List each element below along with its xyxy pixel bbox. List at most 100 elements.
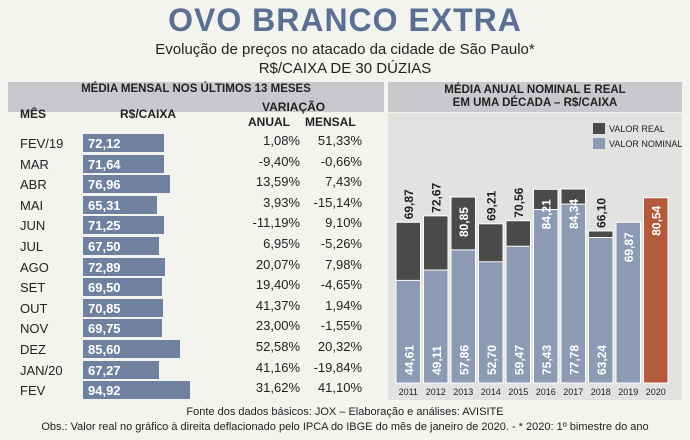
month-label: AGO bbox=[20, 259, 49, 275]
price-bar bbox=[83, 278, 162, 297]
variation-anual: -9,40% bbox=[258, 153, 300, 169]
real-value-label: 80,85 bbox=[457, 207, 471, 237]
footer-note: Obs.: Valor real no gráfico à direita de… bbox=[41, 421, 649, 433]
variation-anual: 31,62% bbox=[255, 380, 300, 396]
year-tick-label: 2016 bbox=[536, 387, 556, 397]
nominal-value-label: 69,87 bbox=[622, 232, 636, 262]
price-label: 94,92 bbox=[88, 383, 121, 399]
table-row: MAR 71,64 -9,40% -0,66% bbox=[0, 154, 390, 174]
table-row: NOV 69,75 23,00% -1,55% bbox=[0, 318, 390, 338]
variation-anual: 20,07% bbox=[255, 256, 300, 272]
real-value-label: 69,87 bbox=[402, 189, 416, 219]
table-row: SET 69,50 19,40% -4,65% bbox=[0, 277, 390, 297]
year-tick-label: 2020 bbox=[646, 387, 666, 397]
month-label: DEZ bbox=[20, 342, 46, 357]
price-label: 69,75 bbox=[88, 321, 121, 337]
legend-swatch-real bbox=[593, 123, 605, 134]
price-label: 67,50 bbox=[88, 239, 121, 254]
nominal-bar bbox=[533, 209, 559, 384]
nominal-value-label: 63,24 bbox=[595, 345, 609, 375]
variation-mensal: 41,10% bbox=[317, 380, 362, 396]
nominal-bar bbox=[450, 249, 476, 384]
table-row: JUN 71,25 -11,19% 9,10% bbox=[0, 215, 390, 235]
left-panel-header: MÉDIA MENSAL NOS ÚLTIMOS 13 MESES bbox=[8, 82, 384, 112]
variation-mensal: -1,55% bbox=[320, 318, 362, 334]
month-label: MAI bbox=[20, 197, 44, 213]
right-panel-heading: MÉDIA ANUAL NOMINAL E REAL EM UMA DÉCADA… bbox=[388, 84, 682, 110]
chart-unit: R$/CAIXA DE 30 DÚZIAS bbox=[258, 60, 432, 77]
annual-chart-svg: 44,61 69,87 2011 49,11 72,67 2012 57,86 80,85 20… bbox=[395, 123, 682, 397]
price-bar bbox=[83, 216, 164, 235]
variation-mensal: 7,43% bbox=[325, 174, 362, 190]
variation-mensal: 20,32% bbox=[317, 339, 362, 354]
real-value-label: 69,21 bbox=[485, 190, 499, 220]
legend-label-real: VALOR REAL bbox=[609, 124, 665, 134]
price-bar bbox=[83, 360, 159, 379]
price-bar bbox=[83, 381, 191, 400]
legend-label-nominal: VALOR NOMINAL bbox=[609, 139, 682, 149]
month-label: FEV bbox=[20, 383, 46, 399]
year-tick-label: 2017 bbox=[563, 387, 583, 397]
legend-swatch-nominal bbox=[593, 138, 605, 149]
month-label: SET bbox=[20, 280, 46, 296]
nominal-value-label: 44,61 bbox=[402, 345, 416, 375]
right-panel-header: MÉDIA ANUAL NOMINAL E REAL EM UMA DÉCADA… bbox=[388, 82, 682, 112]
col-mensal-header: MENSAL bbox=[305, 115, 356, 129]
table-row: OUT 70,85 41,37% 1,94% bbox=[0, 298, 390, 318]
nominal-bar bbox=[588, 237, 614, 384]
col-price-header: R$/CAIXA bbox=[120, 107, 177, 121]
nominal-bar bbox=[560, 203, 586, 384]
month-label: FEV/19 bbox=[20, 136, 64, 151]
variation-anual: -11,19% bbox=[252, 215, 300, 231]
price-label: 65,31 bbox=[88, 197, 121, 213]
variation-mensal: -0,66% bbox=[320, 153, 362, 169]
price-bar bbox=[83, 134, 165, 152]
table-row: DEZ 85,60 52,58% 20,32% bbox=[0, 339, 390, 359]
right-panel-heading-line1: MÉDIA ANUAL NOMINAL E REAL bbox=[444, 84, 626, 96]
nominal-bar bbox=[615, 221, 641, 384]
variation-anual: 41,37% bbox=[255, 297, 300, 313]
price-bar bbox=[83, 175, 170, 194]
nominal-value-label: 52,70 bbox=[485, 345, 499, 375]
table-row: FEV 94,92 31,62% 41,10% bbox=[0, 380, 390, 400]
nominal-value-label: 75,43 bbox=[540, 345, 554, 375]
price-label: 67,27 bbox=[88, 362, 121, 378]
table-row: FEV/19 72,12 1,08% 51,33% bbox=[0, 133, 390, 153]
month-label: JUN bbox=[20, 218, 46, 234]
variation-anual: 52,58% bbox=[255, 339, 300, 354]
variation-mensal: -4,65% bbox=[320, 277, 362, 293]
month-label: OUT bbox=[20, 300, 48, 316]
year-tick-label: 2014 bbox=[481, 387, 501, 397]
price-label: 70,85 bbox=[88, 300, 121, 316]
year-tick-label: 2011 bbox=[399, 387, 418, 397]
nominal-bar bbox=[505, 245, 531, 384]
chart-subtitle: Evolução de preços no atacado da cidade … bbox=[155, 41, 535, 58]
price-bar bbox=[83, 298, 164, 317]
year-tick-label: 2013 bbox=[453, 387, 473, 397]
nominal-value-label: 77,78 bbox=[567, 345, 581, 375]
table-row: ABR 76,96 13,59% 7,43% bbox=[0, 174, 390, 194]
price-label: 69,50 bbox=[88, 280, 121, 296]
price-bar bbox=[83, 319, 162, 338]
variation-anual: 23,00% bbox=[255, 318, 300, 334]
price-bar bbox=[83, 340, 180, 358]
footer-source: Fonte dos dados básicos: JOX – Elaboraçã… bbox=[186, 406, 504, 418]
month-label: JAN/20 bbox=[20, 362, 63, 378]
variation-anual: 6,95% bbox=[263, 236, 300, 251]
variation-mensal: -19,84% bbox=[313, 359, 362, 375]
nominal-bar bbox=[478, 261, 504, 384]
annual-chart-area: 44,61 69,87 2011 49,11 72,67 2012 57,86 80,85 20… bbox=[388, 113, 682, 400]
real-value-label: 72,67 bbox=[430, 183, 444, 213]
col-variation-header: VARIAÇÃO bbox=[262, 100, 326, 114]
price-label: 85,60 bbox=[88, 342, 121, 357]
month-label: NOV bbox=[20, 321, 49, 337]
nominal-value-label: 59,47 bbox=[512, 345, 526, 375]
price-bar bbox=[83, 257, 166, 276]
variation-mensal: 9,10% bbox=[325, 215, 362, 231]
variation-mensal: 1,94% bbox=[325, 297, 362, 313]
col-month-header: MÊS bbox=[20, 107, 47, 121]
variation-mensal: 7,98% bbox=[325, 256, 362, 272]
real-value-label: 84,21 bbox=[540, 199, 554, 229]
table-row: JAN/20 67,27 41,16% -19,84% bbox=[0, 360, 390, 380]
year-tick-label: 2018 bbox=[591, 387, 611, 397]
